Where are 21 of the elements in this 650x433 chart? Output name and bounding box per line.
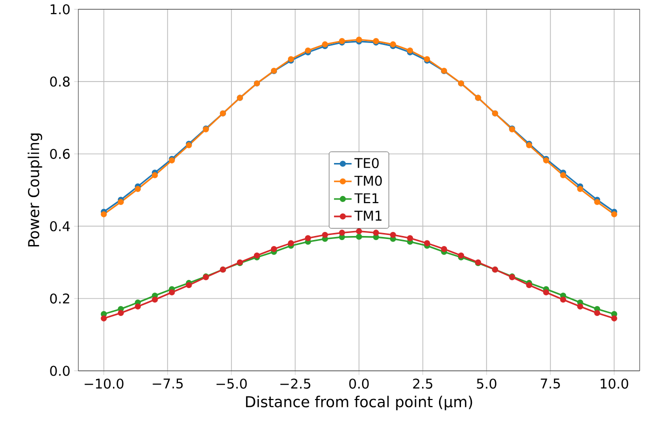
x-tick-label: 2.5 (413, 378, 432, 389)
legend-label: TM1 (354, 210, 382, 221)
y-tick-label: 0.0 (50, 366, 70, 376)
x-tick-label: −7.5 (152, 378, 183, 389)
x-tick-label: 10.0 (600, 378, 628, 389)
y-tick-label: 1.0 (50, 4, 70, 15)
x-tick-label: 0.0 (349, 378, 369, 389)
x-tick-label: −5.0 (216, 378, 247, 389)
x-tick-label: 5.0 (476, 378, 496, 389)
x-tick-label: −10.0 (84, 378, 124, 389)
legend-label: TE1 (354, 193, 378, 204)
y-tick-label: 0.2 (50, 294, 70, 304)
y-tick-label: 0.4 (50, 221, 70, 232)
y-tick-label: 0.8 (50, 76, 70, 87)
y-tick-label: 0.6 (50, 149, 70, 160)
x-tick-label: 7.5 (540, 378, 560, 389)
legend-label: TE0 (354, 158, 379, 168)
x-tick-label: −2.5 (280, 378, 310, 389)
legend-label: TM0 (354, 176, 382, 186)
x-axis-title: Distance from focal point (μm) (246, 396, 472, 410)
y-axis-title: Power Coupling (28, 134, 42, 247)
